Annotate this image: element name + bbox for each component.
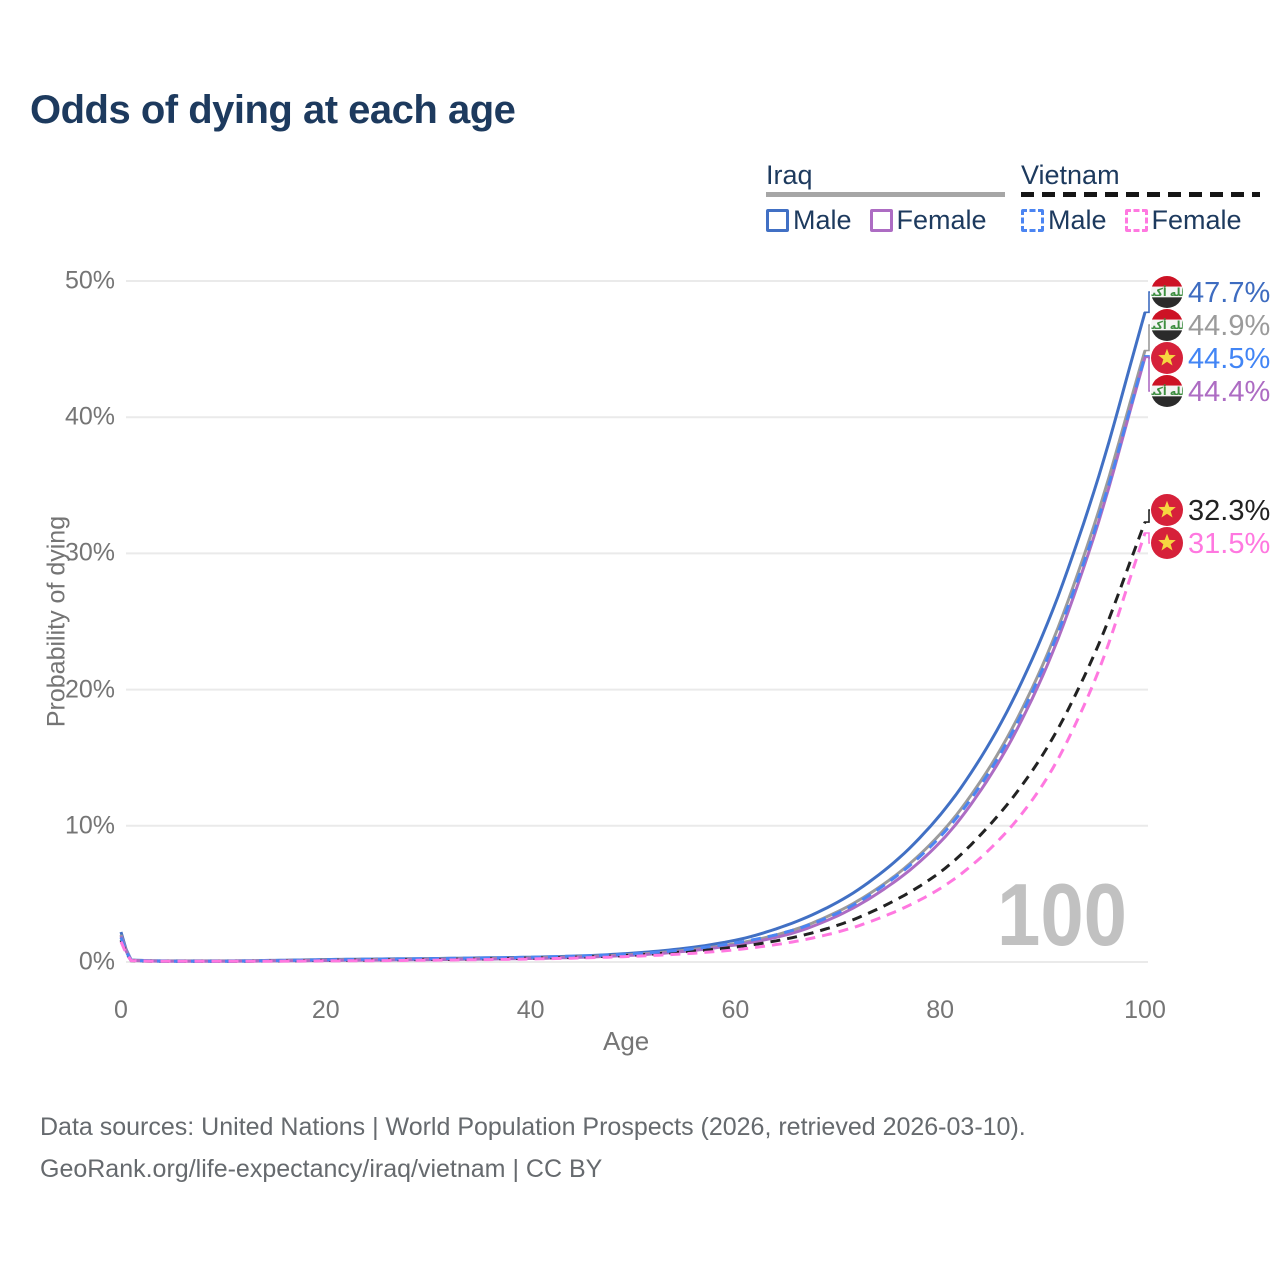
x-axis-title: Age — [603, 1026, 650, 1056]
hover-age-watermark: 100 — [997, 865, 1127, 964]
legend-item-vietnam-male[interactable]: Male — [1021, 205, 1107, 236]
end-value-label-vietnam-male: 44.5% — [1188, 343, 1270, 375]
iraq-female-swatch-icon — [869, 209, 893, 232]
legend-group-iraq: Iraq Male Female — [766, 160, 1005, 236]
series-line-iraq-male[interactable] — [119, 311, 1147, 963]
svg-text:الله أكبر: الله أكبر — [1144, 318, 1189, 332]
x-tick-60: 60 — [721, 996, 750, 1024]
legend-country-iraq: Iraq — [766, 160, 813, 190]
vietnam-flag-icon — [1151, 342, 1183, 374]
x-tick-20: 20 — [311, 996, 340, 1024]
legend-label-vietnam-female: Female — [1151, 205, 1242, 235]
end-label-connector-vietnam-all — [1144, 509, 1150, 523]
svg-text:الله أكبر: الله أكبر — [1144, 384, 1189, 398]
legend-group-vietnam: Vietnam Male Female — [1021, 160, 1260, 236]
series-line-iraq-all[interactable] — [119, 350, 1147, 963]
iraq-flag-icon: الله أكبر — [1144, 276, 1189, 308]
end-value-label-vietnam-female: 31.5% — [1188, 528, 1270, 560]
x-tick-100: 100 — [1124, 996, 1166, 1024]
y-tick-10: 10% — [64, 811, 115, 840]
vietnam-line-style-sample — [1021, 192, 1260, 197]
end-value-label-vietnam-all: 32.3% — [1188, 495, 1270, 527]
y-tick-0: 0% — [78, 947, 115, 976]
y-tick-20: 20% — [64, 675, 115, 704]
iraq-male-swatch-icon — [766, 209, 789, 232]
legend-item-iraq-female[interactable]: Female — [869, 205, 987, 236]
y-tick-30: 30% — [64, 538, 115, 567]
y-tick-40: 40% — [64, 402, 115, 431]
end-label-connector-iraq-all — [1144, 324, 1150, 352]
footer: Data sources: United Nations | World Pop… — [40, 1106, 1026, 1190]
series-line-vietnam-female[interactable] — [119, 532, 1147, 963]
vietnam-male-swatch-icon — [1021, 209, 1044, 232]
data-source-text: Data sources: United Nations | World Pop… — [40, 1113, 1026, 1141]
legend-item-iraq-male[interactable]: Male — [766, 205, 852, 236]
iraq-flag-icon: الله أكبر — [1144, 375, 1189, 407]
vietnam-female-swatch-icon — [1124, 209, 1148, 232]
svg-text:الله أكبر: الله أكبر — [1144, 285, 1189, 299]
end-label-connector-iraq-female — [1144, 356, 1150, 392]
end-label-connector-iraq-male — [1144, 291, 1150, 314]
legend-item-vietnam-female[interactable]: Female — [1124, 205, 1242, 236]
iraq-flag-icon: الله أكبر — [1144, 309, 1189, 341]
y-tick-50: 50% — [64, 266, 115, 295]
vietnam-flag-icon — [1151, 494, 1183, 526]
iraq-line-style-sample — [766, 192, 1005, 197]
legend-label-iraq-female: Female — [896, 205, 987, 235]
end-label-connector-vietnam-female — [1144, 532, 1150, 544]
legend-label-vietnam-male: Male — [1048, 205, 1107, 235]
attribution-text: GeoRank.org/life-expectancy/iraq/vietnam… — [40, 1155, 603, 1183]
legend-country-vietnam: Vietnam — [1021, 160, 1120, 190]
x-tick-0: 0 — [114, 996, 128, 1024]
series-line-iraq-female[interactable] — [119, 356, 1147, 963]
x-tick-80: 80 — [926, 996, 955, 1024]
end-value-label-iraq-male: 47.7% — [1188, 277, 1270, 309]
end-value-label-iraq-all: 44.9% — [1188, 310, 1270, 342]
legend-label-iraq-male: Male — [793, 205, 852, 235]
x-tick-40: 40 — [516, 996, 545, 1024]
end-value-label-iraq-female: 44.4% — [1188, 376, 1270, 408]
series-line-vietnam-male[interactable] — [119, 355, 1147, 963]
vietnam-flag-icon — [1151, 527, 1183, 559]
page-title: Odds of dying at each age — [30, 88, 516, 132]
